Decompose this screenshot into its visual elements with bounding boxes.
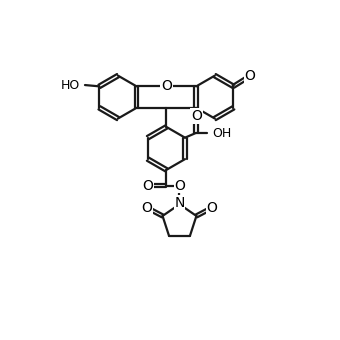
Text: HO: HO — [61, 79, 80, 91]
Text: O: O — [143, 178, 153, 192]
Text: O: O — [244, 69, 255, 83]
Text: O: O — [141, 201, 152, 215]
Text: O: O — [161, 79, 172, 94]
Text: O: O — [207, 201, 218, 215]
Text: O: O — [174, 178, 185, 192]
Text: N: N — [174, 195, 185, 209]
Text: OH: OH — [212, 127, 232, 140]
Text: O: O — [191, 109, 202, 123]
